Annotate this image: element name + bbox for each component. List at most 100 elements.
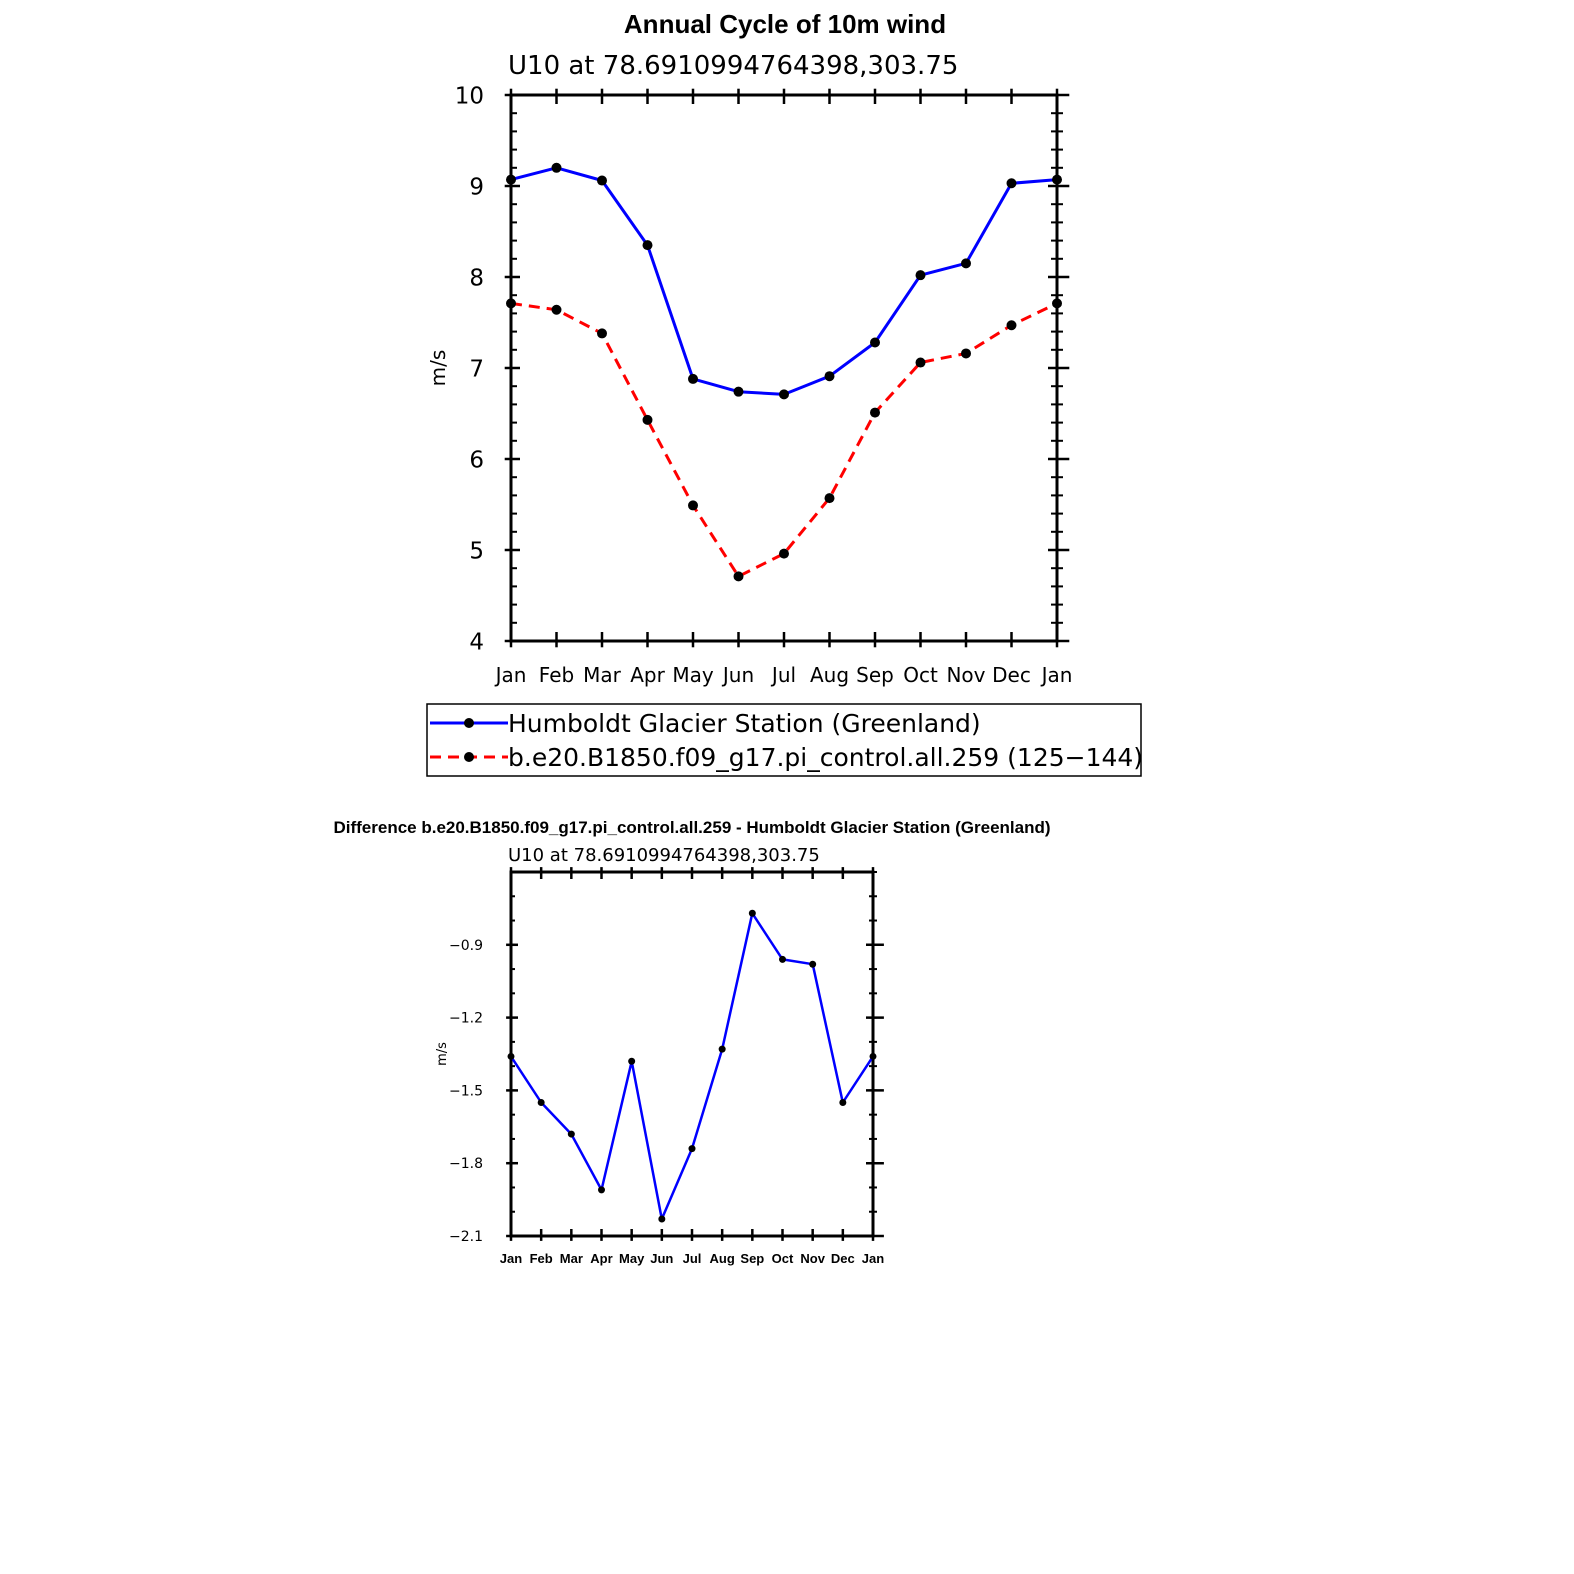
y-tick-label: 7 [469,356,484,382]
legend-marker-observed [464,718,474,728]
diff-x-tick-labels: Jan Feb Mar Apr May Jun Jul Aug Sep Oct Nov Dec Jan [500,1251,884,1266]
x-tick-label: Nov [946,663,985,687]
data-point [718,1045,726,1053]
y-tick-label: 4 [469,629,484,655]
data-point [688,500,698,511]
series-line-0 [509,912,875,1221]
diff-chart-title: Difference b.e20.B1850.f09_g17.pi_contro… [333,818,1050,837]
chart-subtitle: U10 at 78.6910994764398,303.75 [508,51,958,81]
data-point [961,348,971,359]
x-tick-label: Jan [1040,663,1073,687]
y-tick-labels: 4 5 6 7 8 9 10 [455,83,484,655]
x-tick-label: Aug [810,663,849,687]
x-tick-label: Feb [530,1251,553,1266]
x-tick-label: Apr [630,663,665,687]
data-point [779,389,789,400]
data-point [870,337,880,348]
data-point [551,304,562,315]
data-point [506,174,516,185]
legend-label-observed: Humboldt Glacier Station (Greenland) [508,709,981,738]
data-point [870,407,880,418]
data-point [506,298,516,309]
diff-chart-subtitle: U10 at 78.6910994764398,303.75 [508,845,820,866]
y-tick-label: 10 [455,83,484,109]
x-tick-label: Nov [800,1251,825,1266]
x-tick-label: Aug [710,1251,735,1266]
x-tick-label: Oct [772,1251,794,1266]
annual-cycle-chart: Annual Cycle of 10m wind U10 at 78.69109… [426,9,1143,777]
diff-y-tick-labels: −2.1 −1.8 −1.5 −1.2 −0.9 [449,938,483,1245]
data-point [1052,174,1062,185]
x-tick-label: Jan [500,1251,522,1266]
data-point [507,1052,515,1060]
data-point [1052,298,1062,309]
x-tick-label: Dec [831,1251,855,1266]
data-point [598,1186,605,1194]
data-point [779,955,786,963]
data-point [733,386,744,397]
data-point [1006,178,1017,189]
series-layer [506,162,1062,582]
legend-marker-model [464,752,474,762]
x-tick-label: May [672,663,714,687]
data-point [824,371,835,382]
y-tick-label: −2.1 [449,1229,483,1245]
y-tick-label: −0.9 [449,938,483,954]
x-tick-label: Jul [683,1251,702,1266]
y-axis-label: m/s [426,350,450,387]
difference-chart: Difference b.e20.B1850.f09_g17.pi_contro… [333,818,1050,1266]
x-tick-label: Jun [650,1251,673,1266]
x-tick-label: Mar [583,663,622,687]
series-line-1 [510,301,1058,578]
y-tick-label: 5 [469,538,484,564]
data-point [748,909,756,917]
data-point [688,373,698,384]
data-point [839,1099,847,1107]
data-point [824,493,835,504]
x-tick-label: Jun [721,663,754,687]
data-point [809,960,817,968]
x-tick-label: Mar [560,1251,583,1266]
x-tick-label: Oct [903,663,938,687]
data-point [597,328,607,339]
x-tick-labels: Jan Feb Mar Apr May Jun Jul Aug Sep Oct Nov Dec Jan [494,663,1073,687]
y-tick-label: −1.2 [449,1011,483,1027]
y-tick-label: 9 [469,174,484,200]
y-tick-label: −1.8 [449,1156,483,1172]
data-point [642,414,653,425]
diff-plot-frame [509,870,875,1238]
series-line-0 [510,166,1058,396]
x-tick-label: Dec [992,663,1031,687]
data-point [537,1099,545,1107]
data-point [597,175,607,186]
x-tick-label: Sep [740,1251,764,1266]
diff-y-axis-label: m/s [435,1042,450,1066]
data-point [567,1130,575,1138]
x-tick-label: Jan [862,1251,884,1266]
diff-axis-ticks [506,867,884,1241]
x-tick-label: Sep [856,663,894,687]
y-tick-label: 6 [469,447,484,473]
x-tick-label: Feb [539,663,574,687]
data-point [1006,320,1017,331]
x-tick-label: Apr [590,1251,612,1266]
axis-ticks [504,88,1070,648]
legend-label-model: b.e20.B1850.f09_g17.pi_control.all.259 (… [508,743,1143,772]
x-tick-label: Jan [494,663,527,687]
data-point [961,258,971,269]
legend-box [426,703,1142,777]
y-tick-label: 8 [469,265,484,291]
chart-title: Annual Cycle of 10m wind [624,9,946,39]
legend: Humboldt Glacier Station (Greenland) b.e… [426,703,1143,777]
x-tick-label: Jul [770,663,796,687]
data-point [628,1057,636,1065]
data-point [642,240,653,251]
data-point [688,1145,696,1153]
data-point [551,162,562,173]
x-tick-label: May [619,1251,645,1266]
data-point [869,1052,877,1060]
y-tick-label: −1.5 [449,1083,483,1099]
diff-series-layer [507,909,877,1223]
data-point [915,270,926,281]
